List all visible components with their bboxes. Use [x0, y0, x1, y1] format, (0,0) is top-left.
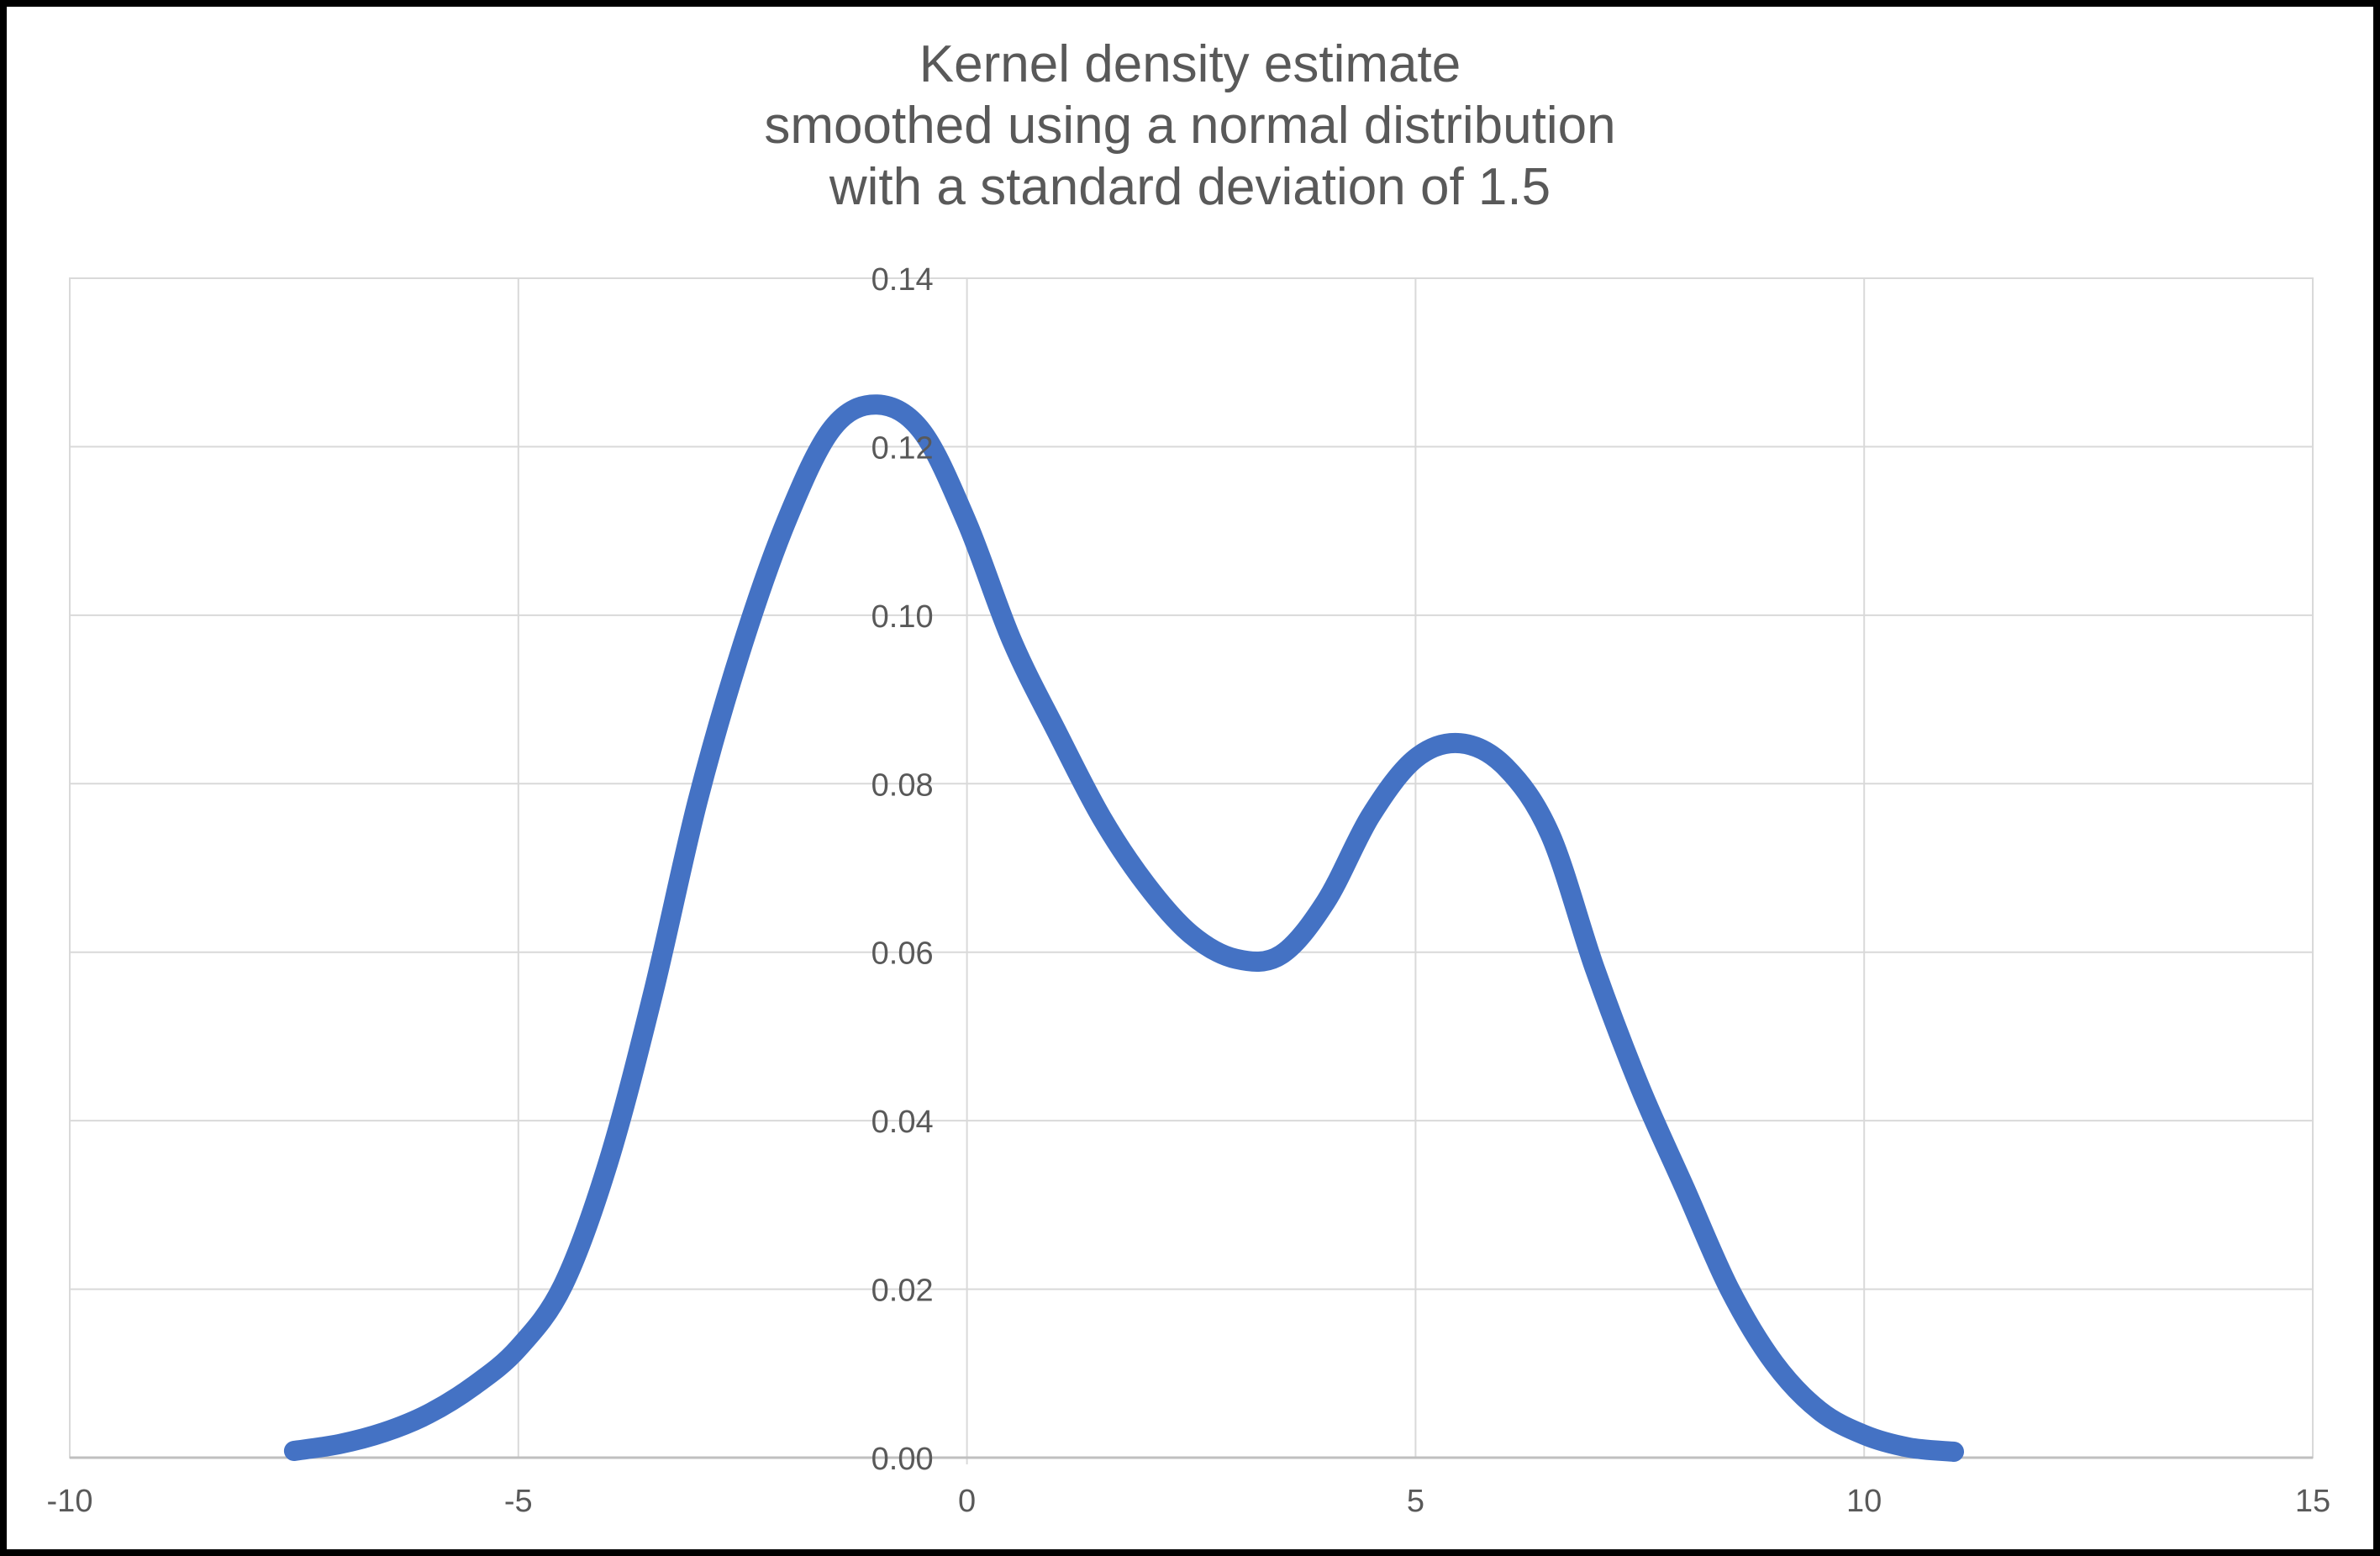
x-tick-label: 5 — [1407, 1484, 1424, 1519]
y-tick-label: 0.04 — [871, 1105, 934, 1140]
x-tick-label: 15 — [2295, 1484, 2330, 1519]
x-tick-label: -10 — [47, 1484, 93, 1519]
tick-labels: 0.00 0.02 0.04 0.06 0.08 0.10 0.12 0.14 -10 -5 0 5 1… — [47, 262, 2331, 1519]
y-tick-label: 0.10 — [871, 599, 934, 635]
chart-title: Kernel density estimate smoothed using a… — [0, 34, 2380, 218]
y-tick-label: 0.12 — [871, 430, 934, 466]
y-tick-label: 0.00 — [871, 1442, 934, 1477]
x-tick-label: 0 — [958, 1484, 976, 1519]
kde-curve — [283, 394, 1964, 1462]
plot-area-border — [69, 277, 2314, 1458]
gridlines — [69, 277, 2314, 1464]
y-tick-label: 0.14 — [871, 262, 934, 298]
x-tick-label: 10 — [1846, 1484, 1882, 1519]
y-tick-label: 0.06 — [871, 936, 934, 972]
x-tick-label: -5 — [504, 1484, 533, 1519]
chart-title-line-1: Kernel density estimate — [919, 35, 1461, 93]
y-tick-label: 0.08 — [871, 767, 934, 803]
y-tick-label: 0.02 — [871, 1274, 934, 1309]
chart-title-line-3: with a standard deviation of 1.5 — [829, 158, 1551, 216]
kde-curve-layer — [283, 394, 1964, 1462]
chart-title-line-2: smoothed using a normal distribution — [764, 97, 1616, 155]
